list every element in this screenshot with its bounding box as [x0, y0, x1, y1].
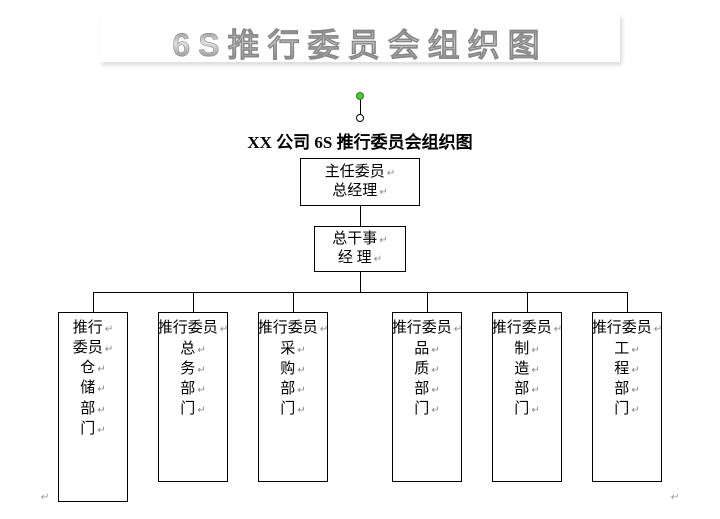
node-member-4: 推行委员↵制↵造↵部↵门↵ [492, 312, 562, 482]
page-title: 6S推行委员会组织图 [100, 14, 620, 72]
return-mark-icon: ↵ [105, 323, 113, 336]
node-dept-char: 工↵ [614, 339, 639, 359]
node-text: 主任委员 [325, 164, 385, 180]
chart-subtitle: XX 公司 6S 推行委员会组织图 [0, 128, 720, 153]
node-member-5: 推行委员↵工↵程↵部↵门↵ [592, 312, 662, 482]
return-mark-icon: ↵ [631, 404, 639, 418]
node-dept-char: 门↵ [514, 399, 539, 419]
return-mark-icon: ↵ [197, 364, 205, 378]
return-mark-icon: ↵ [105, 343, 113, 356]
return-mark-icon: ↵ [297, 364, 305, 378]
return-mark-icon: ↵ [431, 344, 439, 358]
org-chart: 主任委员↵ 总经理↵ 总干事↵ 经 理↵ 推行↵委员↵仓↵储↵部↵门↵推行委员↵… [0, 152, 720, 512]
return-mark-icon: ↵ [554, 323, 562, 336]
node-dept-char: 部↵ [514, 379, 539, 399]
para-mark-icon: ↵ [670, 492, 678, 503]
return-mark-icon: ↵ [379, 234, 387, 247]
return-mark-icon: ↵ [379, 186, 387, 199]
node-secretary: 总干事↵ 经 理↵ [314, 226, 406, 272]
node-text: 总干事 [332, 231, 377, 247]
node-dept-char: 务↵ [180, 359, 205, 379]
return-mark-icon: ↵ [297, 404, 305, 418]
return-mark-icon: ↵ [387, 167, 395, 180]
node-dept-char: 制↵ [514, 339, 539, 359]
return-mark-icon: ↵ [320, 323, 328, 336]
node-dept-char: 部↵ [414, 379, 439, 399]
node-role-text: 推行委员↵ [492, 319, 562, 339]
return-mark-icon: ↵ [97, 363, 105, 377]
node-dept-char: 仓↵ [80, 358, 105, 378]
node-role-text: 推行委员↵ [392, 319, 462, 339]
node-dept-char: 造↵ [514, 359, 539, 379]
node-dept-char: 总↵ [180, 339, 205, 359]
return-mark-icon: ↵ [431, 384, 439, 398]
return-mark-icon: ↵ [97, 424, 105, 438]
node-role-text: 推行委员↵ [258, 319, 328, 339]
return-mark-icon: ↵ [631, 344, 639, 358]
return-mark-icon: ↵ [454, 323, 462, 336]
bullet-dot-icon [356, 92, 364, 100]
node-dept-char: 品↵ [414, 339, 439, 359]
node-dept-char: 质↵ [414, 359, 439, 379]
node-chairman: 主任委员↵ 总经理↵ [300, 158, 420, 206]
return-mark-icon: ↵ [431, 404, 439, 418]
return-mark-icon: ↵ [531, 384, 539, 398]
return-mark-icon: ↵ [531, 344, 539, 358]
node-dept-char: 门↵ [280, 399, 305, 419]
return-mark-icon: ↵ [297, 384, 305, 398]
return-mark-icon: ↵ [654, 323, 662, 336]
return-mark-icon: ↵ [631, 384, 639, 398]
node-dept-char: 门↵ [80, 419, 105, 439]
return-mark-icon: ↵ [97, 404, 105, 418]
node-role-text: 推行委员↵ [158, 319, 228, 339]
return-mark-icon: ↵ [197, 344, 205, 358]
node-dept-char: 采↵ [280, 339, 305, 359]
node-dept-char: 购↵ [280, 359, 305, 379]
bullet-stem [360, 100, 361, 114]
node-dept-char: 门↵ [414, 399, 439, 419]
return-mark-icon: ↵ [631, 364, 639, 378]
return-mark-icon: ↵ [531, 404, 539, 418]
node-dept-char: 储↵ [80, 378, 105, 398]
return-mark-icon: ↵ [531, 364, 539, 378]
return-mark-icon: ↵ [374, 253, 382, 266]
node-dept-char: 部↵ [80, 399, 105, 419]
node-member-0: 推行↵委员↵仓↵储↵部↵门↵ [58, 312, 128, 502]
node-text: 总经理 [332, 183, 377, 199]
node-role-text: 推行委员↵ [592, 319, 662, 339]
node-dept-char: 门↵ [614, 399, 639, 419]
return-mark-icon: ↵ [297, 344, 305, 358]
node-dept-char: 部↵ [614, 379, 639, 399]
para-mark-icon: ↵ [40, 492, 48, 503]
node-dept-char: 程↵ [614, 359, 639, 379]
node-role-text: 推行↵ [73, 319, 113, 339]
node-dept-char: 门↵ [180, 399, 205, 419]
node-dept-char: 部↵ [180, 379, 205, 399]
bullet-marker [353, 92, 367, 122]
node-member-2: 推行委员↵采↵购↵部↵门↵ [258, 312, 328, 482]
node-member-1: 推行委员↵总↵务↵部↵门↵ [158, 312, 228, 482]
node-role-text: 委员↵ [73, 339, 113, 359]
return-mark-icon: ↵ [97, 383, 105, 397]
node-member-3: 推行委员↵品↵质↵部↵门↵ [392, 312, 462, 482]
bullet-ring-icon [356, 114, 364, 122]
node-dept-char: 部↵ [280, 379, 305, 399]
return-mark-icon: ↵ [220, 323, 228, 336]
return-mark-icon: ↵ [197, 384, 205, 398]
return-mark-icon: ↵ [431, 364, 439, 378]
node-text: 经 理 [338, 250, 372, 266]
return-mark-icon: ↵ [197, 404, 205, 418]
